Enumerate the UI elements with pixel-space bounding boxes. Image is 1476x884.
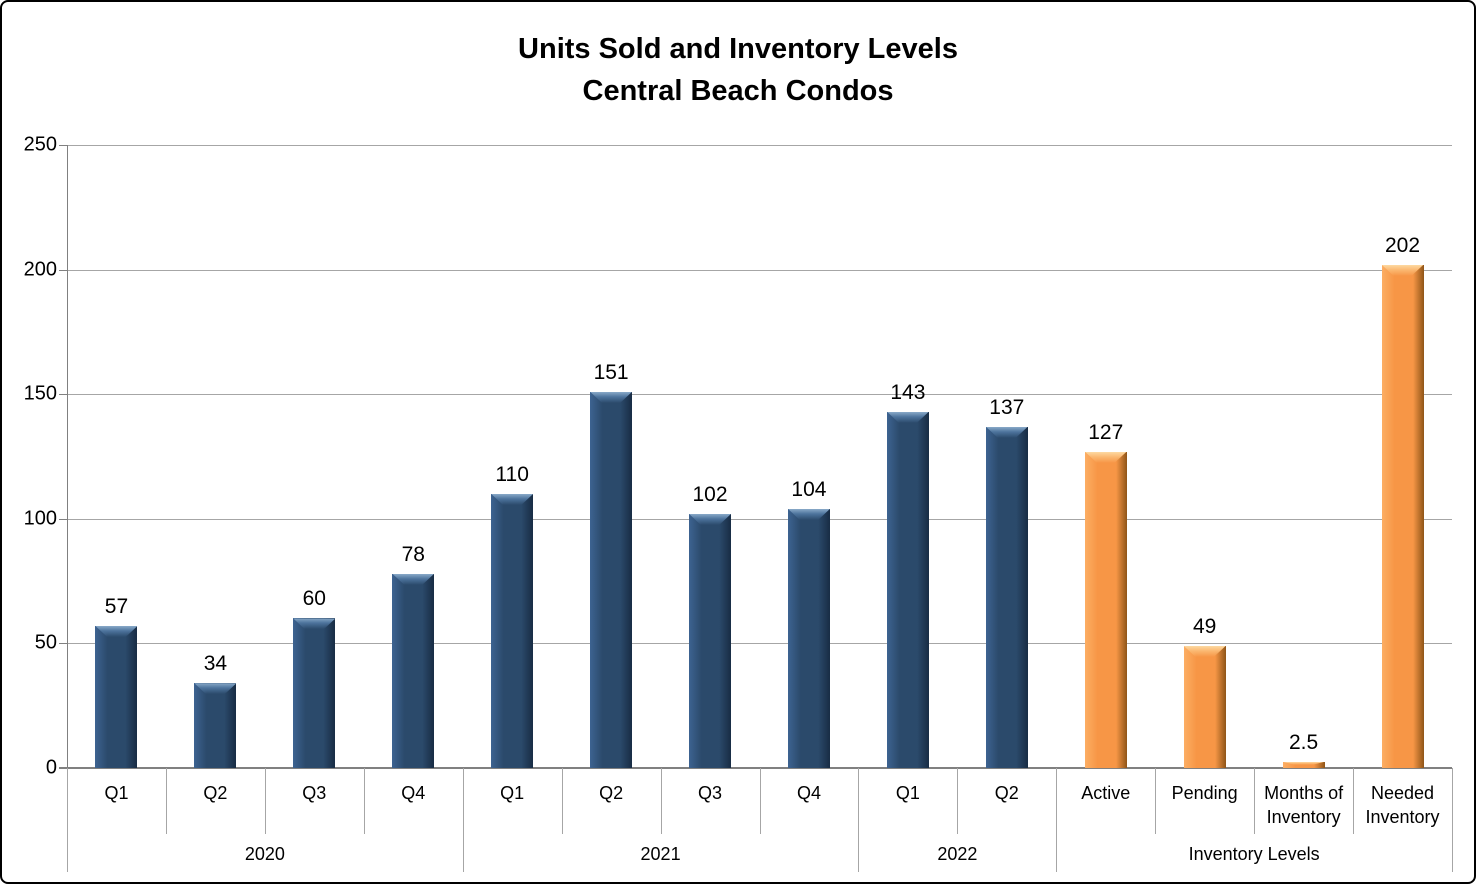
- y-tick-label: 150: [23, 382, 57, 405]
- category-cell: Q4: [796, 783, 821, 803]
- bar: [1381, 264, 1424, 768]
- group-label: Inventory Levels: [1188, 844, 1320, 864]
- group-separator: [858, 768, 860, 872]
- group-separator: [1056, 768, 1058, 872]
- bar-data-label: 110: [495, 462, 529, 486]
- y-tick-mark: [59, 518, 67, 520]
- category-cell: Q3: [698, 783, 723, 803]
- category-separator: [1155, 768, 1157, 834]
- category-separator: [165, 768, 167, 834]
- category-separator: [264, 768, 266, 834]
- bar: [95, 625, 138, 768]
- bar-bevel: [787, 508, 830, 520]
- group-label: 2021: [640, 844, 681, 864]
- category-cell: Q2: [599, 783, 624, 803]
- bar-bevel: [1282, 761, 1325, 765]
- chart-title-line1: Units Sold and Inventory Levels: [518, 33, 958, 65]
- y-gridline: [67, 643, 1452, 645]
- group-separator: [67, 768, 68, 872]
- bar: [1084, 451, 1127, 768]
- bar-bevel: [293, 618, 336, 630]
- category-cell: Q2: [994, 783, 1019, 803]
- bar-data-label: 2.5: [1288, 730, 1319, 754]
- category-separator: [660, 768, 662, 834]
- bar-data-label: 49: [1192, 614, 1217, 638]
- category-separator: [1353, 768, 1355, 834]
- category-cell: Q3: [302, 783, 327, 803]
- bar-data-label: 104: [791, 477, 827, 501]
- bar: [1183, 645, 1226, 768]
- category-separator: [1254, 768, 1256, 834]
- group-separator: [1452, 768, 1453, 872]
- y-gridline: [67, 145, 1452, 146]
- chart-title-line2: Central Beach Condos: [582, 75, 894, 108]
- bar-bevel: [1381, 264, 1424, 276]
- x-axis-line: [59, 767, 1452, 769]
- bar-bevel: [1183, 645, 1226, 657]
- bar: [194, 683, 237, 768]
- bar: [1282, 761, 1325, 768]
- category-cell: Pending: [1171, 783, 1238, 803]
- bar-bevel: [886, 411, 929, 423]
- category-separator: [561, 768, 563, 834]
- bar-data-label: 127: [1088, 420, 1124, 444]
- bar: [491, 493, 534, 768]
- chart-title: Units Sold and Inventory Levels Central …: [2, 28, 1474, 112]
- bar-bevel: [590, 391, 633, 403]
- category-separator: [363, 768, 365, 834]
- bar-data-label: 102: [692, 482, 728, 506]
- bar: [886, 411, 929, 768]
- bar: [392, 573, 435, 768]
- y-tick-label: 50: [34, 631, 57, 654]
- bar-data-label: 57: [104, 594, 129, 618]
- y-tick-mark: [59, 394, 67, 396]
- bar-data-label: 143: [890, 380, 926, 404]
- category-separator: [957, 768, 959, 834]
- category-cell: Q1: [500, 783, 525, 803]
- bar: [787, 508, 830, 768]
- y-axis-line: [67, 145, 68, 768]
- category-cell: Q4: [401, 783, 426, 803]
- bar: [590, 391, 633, 768]
- y-tick-mark: [59, 145, 67, 146]
- y-tick-label: 200: [23, 258, 57, 281]
- y-gridline: [67, 269, 1452, 271]
- bar-bevel: [491, 493, 534, 505]
- y-tick-mark: [59, 643, 67, 645]
- group-label: 2020: [244, 844, 285, 864]
- category-cell: Months of Inventory: [1264, 783, 1344, 828]
- bar-data-label: 78: [401, 542, 425, 566]
- bar-bevel: [985, 426, 1028, 438]
- bar-data-label: 34: [203, 652, 228, 676]
- category-cell: Active: [1081, 783, 1131, 803]
- y-tick-label: 100: [23, 507, 57, 530]
- y-gridline: [67, 518, 1452, 520]
- category-cell: Q2: [203, 783, 228, 803]
- bar-data-label: 137: [989, 395, 1025, 419]
- bar-bevel: [392, 573, 435, 585]
- category-separator: [759, 768, 761, 834]
- group-label: 2022: [937, 844, 978, 864]
- category-cell: Needed Inventory: [1365, 783, 1440, 828]
- y-tick-label: 250: [23, 133, 57, 156]
- bar-data-label: 202: [1385, 233, 1421, 257]
- category-cell: Q1: [895, 783, 920, 803]
- y-tick-label: 0: [45, 756, 57, 779]
- bar-bevel: [689, 513, 732, 525]
- group-separator: [462, 768, 464, 872]
- y-gridline: [67, 394, 1452, 396]
- bar-data-label: 151: [593, 360, 629, 384]
- bar-bevel: [95, 625, 138, 637]
- bar: [985, 426, 1028, 768]
- bar-bevel: [194, 683, 237, 695]
- bar: [293, 618, 336, 768]
- category-cell: Q1: [104, 783, 129, 803]
- bar: [689, 513, 732, 768]
- y-tick-mark: [59, 269, 67, 271]
- bar-data-label: 60: [302, 587, 326, 611]
- bar-bevel: [1084, 451, 1127, 463]
